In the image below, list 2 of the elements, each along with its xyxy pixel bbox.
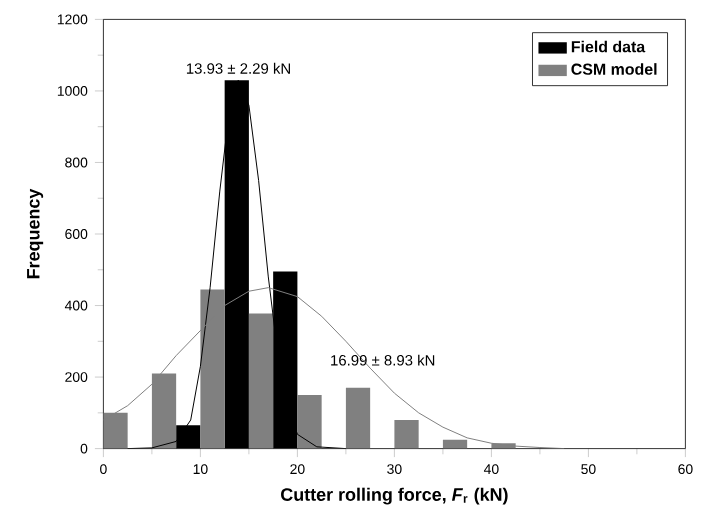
x-axis-title: Cutter rolling force, F$_{r}$ (kN) [281, 487, 508, 505]
y-axis-title: Frequency [27, 188, 44, 279]
